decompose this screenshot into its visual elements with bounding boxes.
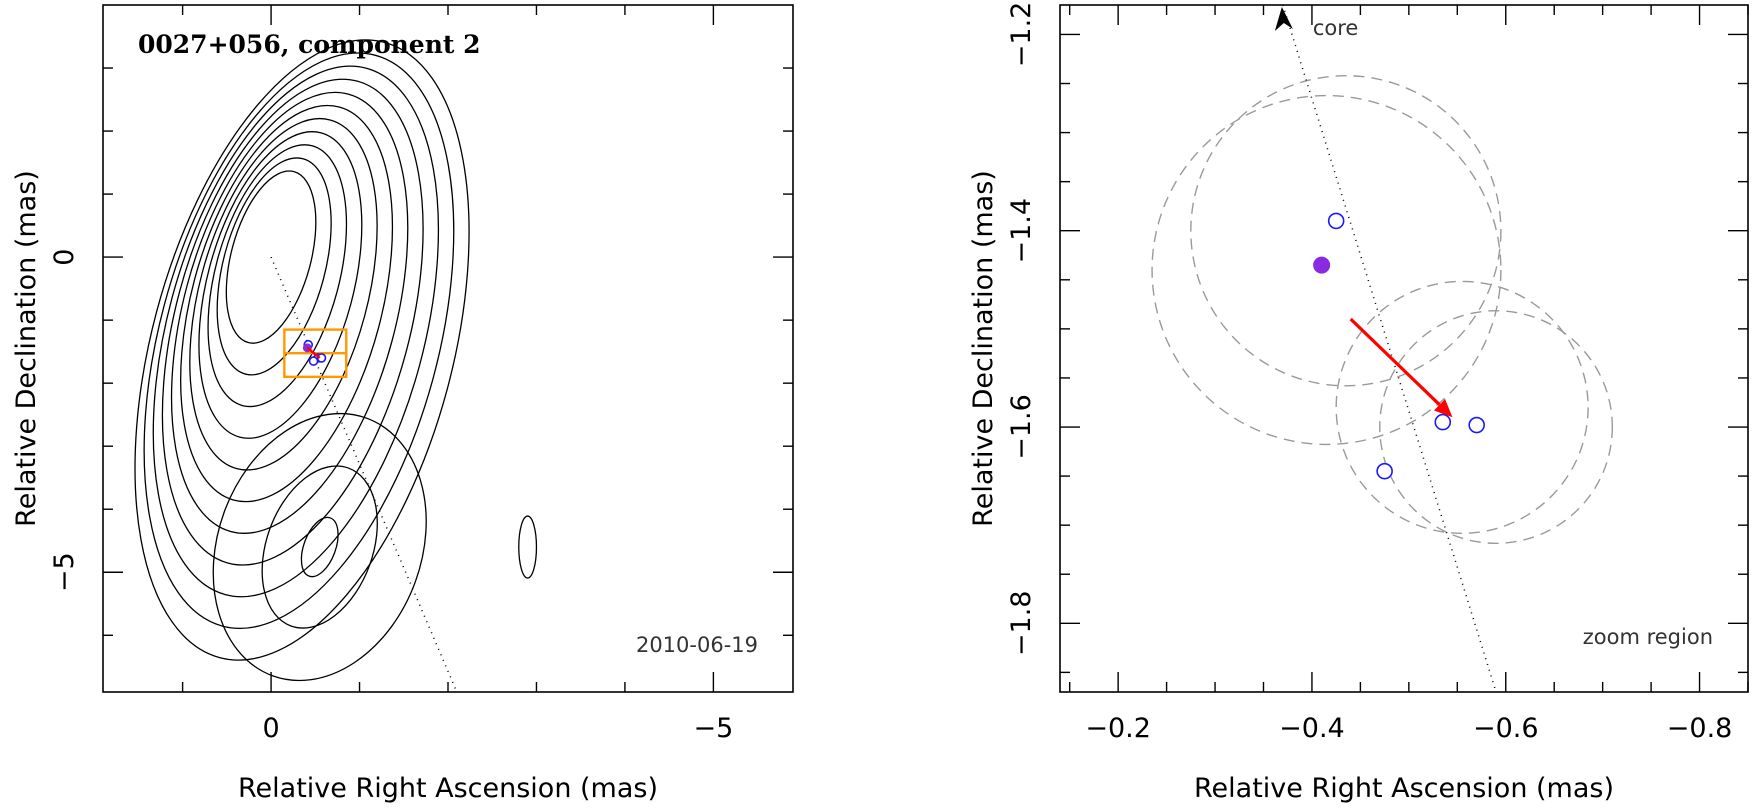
component-point <box>316 353 327 363</box>
contour-line <box>134 39 470 661</box>
contour-line <box>161 78 424 566</box>
component-point <box>308 356 319 366</box>
right-y-tick-label: −1.2 <box>1006 2 1037 68</box>
component-point <box>1468 416 1485 434</box>
contour-line <box>152 65 440 598</box>
contour-line <box>170 91 409 534</box>
uncertainty-circle <box>1379 310 1614 544</box>
uncertainty-circle <box>1335 280 1589 535</box>
right-x-tick-label: −0.6 <box>1473 713 1539 744</box>
motion-arrow <box>306 346 321 359</box>
right-y-tick-label: −1.8 <box>1006 591 1037 657</box>
component-point <box>1434 413 1452 431</box>
uncertainty-circle <box>1151 94 1502 446</box>
contour-line <box>198 131 363 439</box>
right-x-tick-label: −0.8 <box>1667 713 1733 744</box>
contour-line <box>261 465 378 629</box>
left-y-tick-label: 0 <box>49 249 80 266</box>
contour-line <box>180 104 394 503</box>
left-x-tick-label: −5 <box>693 713 733 744</box>
motion-arrow-shaft <box>1349 317 1441 406</box>
left-y-axis-label: Relative Declination (mas) <box>11 170 42 527</box>
right-x-tick-label: −0.2 <box>1085 713 1151 744</box>
contour-line <box>207 144 348 408</box>
zoom-region-label: zoom region <box>1583 625 1713 649</box>
right-y-axis-label: Relative Declination (mas) <box>968 170 999 527</box>
right-x-tick-label: −0.4 <box>1279 713 1345 744</box>
contour-line <box>225 170 317 344</box>
contour-line <box>189 117 378 471</box>
contour-line <box>518 515 538 579</box>
right-y-tick-label: −1.6 <box>1006 394 1037 460</box>
left-date-annotation: 2010-06-19 <box>636 633 758 657</box>
left-title: 0027+056, component 2 <box>138 30 481 59</box>
right-y-tick-label: −1.4 <box>1006 198 1037 264</box>
left-contours <box>134 39 538 692</box>
component-point <box>1313 256 1331 274</box>
left-x-tick-label: 0 <box>262 713 279 744</box>
core-direction-arrowhead <box>1274 7 1293 31</box>
core-label: core <box>1313 16 1359 40</box>
left-y-tick-label: −5 <box>49 552 80 592</box>
contour-line <box>143 52 455 630</box>
uncertainty-circle <box>1190 74 1502 387</box>
panel-left: 0 −5 0 −5 Relative Right Ascension (mas) Rela… <box>11 4 794 804</box>
right-x-axis-label: Relative Right Ascension (mas) <box>1194 773 1614 804</box>
component-point <box>1376 462 1393 480</box>
contour-line <box>216 157 332 376</box>
left-x-axis-label: Relative Right Ascension (mas) <box>238 773 658 804</box>
contour-line <box>212 412 427 682</box>
right-plot-frame <box>1059 4 1749 693</box>
contour-line <box>300 516 339 578</box>
motion-arrow-head <box>1433 398 1453 418</box>
panel-right: −0.2 −0.4 −0.6 −0.8 −1.2 −1.4 −1.6 −1.8 Relative… <box>968 2 1749 804</box>
component-point <box>1327 212 1345 230</box>
right-plot-area <box>1151 5 1614 692</box>
